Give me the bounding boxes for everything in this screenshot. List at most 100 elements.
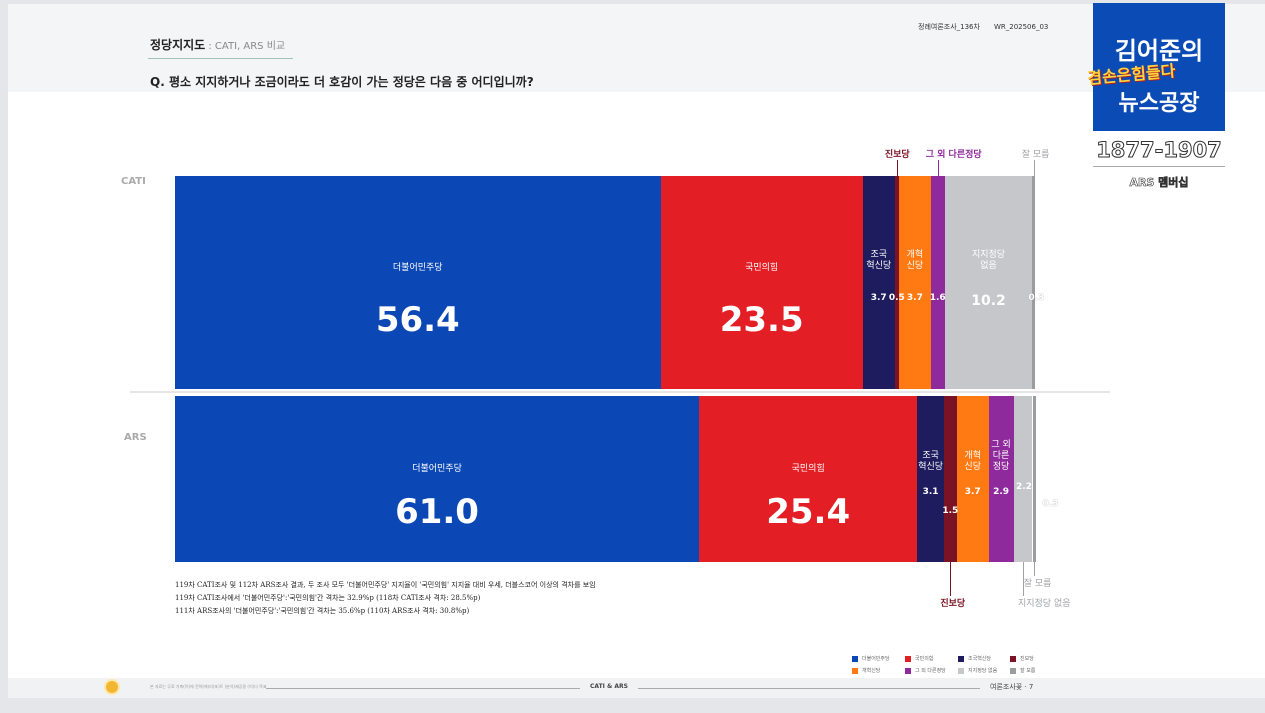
segment-label: 개혁 신당 bbox=[964, 451, 981, 473]
callout-label: 진보당 bbox=[884, 150, 910, 160]
legend-item: 그 외 다른정당 bbox=[905, 667, 946, 674]
header: 정당지지도 : CATI, ARS 비교 bbox=[150, 34, 285, 53]
note-line: 119차 CATI조사 및 112차 ARS조사 결과, 두 조사 모두 '더불… bbox=[175, 581, 596, 589]
segment-value: 3.7 bbox=[906, 293, 923, 304]
legend-swatch bbox=[852, 655, 858, 662]
legend-item: 더불어민주당 bbox=[852, 655, 890, 662]
segment-label: 국민의힘 bbox=[791, 464, 825, 475]
footer-right: 여론조사꽃 · 7 bbox=[990, 682, 1033, 692]
footer: 본 자료는 무료 가축(이)에 전략(에)리(포)트 (분석)제공용 (이)다 … bbox=[8, 678, 1265, 698]
page-subtitle: : CATI, ARS 비교 bbox=[205, 41, 286, 52]
legend-swatch bbox=[905, 667, 911, 674]
slide-panel bbox=[8, 4, 1265, 92]
segment-label: 더불어민주당 bbox=[412, 464, 462, 475]
bar-segment bbox=[894, 176, 899, 389]
footer-center: CATI & ARS bbox=[590, 683, 628, 690]
legend-swatch bbox=[905, 655, 911, 662]
segment-value: 10.2 bbox=[971, 293, 1006, 310]
bar-segment bbox=[898, 176, 931, 389]
legend-label: 지지정당 없음 bbox=[968, 668, 998, 674]
badge-show-title: 뉴스공장 bbox=[1118, 91, 1200, 116]
legend-item: 국민의힘 bbox=[905, 655, 933, 662]
segment-label: 조국 혁신당 bbox=[918, 451, 944, 473]
legend-label: 조국혁신당 bbox=[968, 656, 992, 662]
segment-label: 개혁 신당 bbox=[906, 250, 924, 272]
footer-rule-right bbox=[638, 688, 980, 689]
legend-label: 개혁신당 bbox=[862, 668, 881, 674]
analysis-notes: 119차 CATI조사 및 112차 ARS조사 결과, 두 조사 모두 '더불… bbox=[175, 579, 596, 618]
bar-segment bbox=[175, 176, 661, 389]
legend-label: 그 외 다른정당 bbox=[915, 668, 946, 674]
callout-line bbox=[1033, 160, 1035, 176]
callout-label: 잘 모름 bbox=[1021, 150, 1050, 160]
legend-swatch bbox=[958, 667, 964, 674]
survey-number: 정례여론조사_136차 bbox=[918, 23, 980, 31]
segment-value: 3.7 bbox=[870, 293, 887, 304]
callout-label: 지지정당 없음 bbox=[1017, 599, 1071, 609]
legend-label: 잘 모름 bbox=[1020, 668, 1036, 674]
note-line: 111차 ARS조사의 '더불어민주당':'국민의힘'간 격차는 35.6%p … bbox=[175, 607, 470, 615]
callout-line bbox=[950, 562, 952, 596]
segment-value: 0.3 bbox=[1028, 293, 1045, 304]
bar-segment bbox=[917, 396, 944, 562]
title-underline bbox=[148, 58, 293, 59]
bar-segment bbox=[988, 396, 1014, 562]
legend-label: 진보당 bbox=[1020, 656, 1034, 662]
row-label-ars: ARS bbox=[124, 432, 147, 443]
page-number: 7 bbox=[1028, 683, 1034, 691]
bar-segment bbox=[699, 396, 918, 562]
bar-segment bbox=[956, 396, 989, 562]
legend-swatch bbox=[958, 655, 964, 662]
segment-value: 61.0 bbox=[395, 492, 479, 533]
callout-label: 그 외 다른정당 bbox=[925, 150, 982, 160]
segment-value: 25.4 bbox=[766, 492, 851, 533]
segment-label: 그 외 다른 정당 bbox=[991, 440, 1011, 473]
bar-segment bbox=[1032, 396, 1036, 562]
callout-line bbox=[937, 160, 939, 176]
report-id: WR_202506_03 bbox=[993, 23, 1049, 31]
row-divider bbox=[130, 391, 1110, 393]
segment-value: 0.5 bbox=[888, 293, 905, 304]
legend-label: 국민의힘 bbox=[915, 656, 934, 662]
segment-label: 국민의힘 bbox=[745, 263, 779, 274]
survey-question: Q. 평소 지지하거나 조금이라도 더 호감이 가는 정당은 다음 중 어디입니… bbox=[150, 75, 534, 89]
bar-segment bbox=[175, 396, 700, 562]
segment-label: 조국 혁신당 bbox=[866, 250, 892, 272]
callout-label: 잘 모름 bbox=[1023, 579, 1052, 589]
legend-swatch bbox=[1010, 655, 1016, 662]
bar-segment bbox=[930, 176, 945, 389]
segment-label: 지지정당 없음 bbox=[971, 250, 1006, 272]
segment-value: 56.4 bbox=[375, 299, 460, 340]
badge-divider bbox=[1093, 166, 1225, 167]
legend-item: 조국혁신당 bbox=[958, 655, 991, 662]
segment-value: 1.5 bbox=[942, 505, 959, 516]
segment-value: 0.3 bbox=[1042, 498, 1059, 509]
badge-show-name: 김어준의 bbox=[1114, 37, 1204, 65]
callout-label: 진보당 bbox=[940, 599, 966, 609]
broadcast-badge: 김어준의 겸손은힘들다 뉴스공장 bbox=[1086, 3, 1225, 131]
note-line: 119차 CATI조사에서 '더불어민주당':'국민의힘'간 격차는 32.9%… bbox=[175, 594, 481, 602]
bar-segment bbox=[943, 396, 957, 562]
bar-segment bbox=[862, 176, 895, 389]
segment-value: 3.1 bbox=[922, 487, 939, 498]
legend-item: 진보당 bbox=[1010, 655, 1034, 662]
bar-segment bbox=[1032, 176, 1035, 389]
callout-line bbox=[1033, 562, 1035, 576]
callout-line bbox=[896, 160, 898, 176]
segment-value: 3.7 bbox=[964, 487, 981, 498]
legend-item: 개혁신당 bbox=[852, 667, 880, 674]
bar-segment bbox=[1013, 396, 1033, 562]
segment-value: 2.9 bbox=[993, 487, 1010, 498]
page-title: 정당지지도 bbox=[150, 38, 206, 52]
bar-segment bbox=[944, 176, 1033, 389]
segment-value: 2.2 bbox=[1015, 482, 1032, 493]
badge-dates: 1877-1907 bbox=[1096, 138, 1223, 163]
legend-item: 잘 모름 bbox=[1010, 667, 1035, 674]
footer-rule-left bbox=[266, 688, 580, 689]
footer-disclaimer: 본 자료는 무료 가축(이)에 전략(에)리(포)트 (분석)제공용 (이)다 … bbox=[150, 684, 267, 689]
legend-swatch bbox=[852, 667, 858, 674]
badge-caption: ARS 멤버십 bbox=[1129, 176, 1189, 190]
legend-swatch bbox=[1010, 667, 1016, 674]
legend-item: 지지정당 없음 bbox=[958, 667, 997, 674]
